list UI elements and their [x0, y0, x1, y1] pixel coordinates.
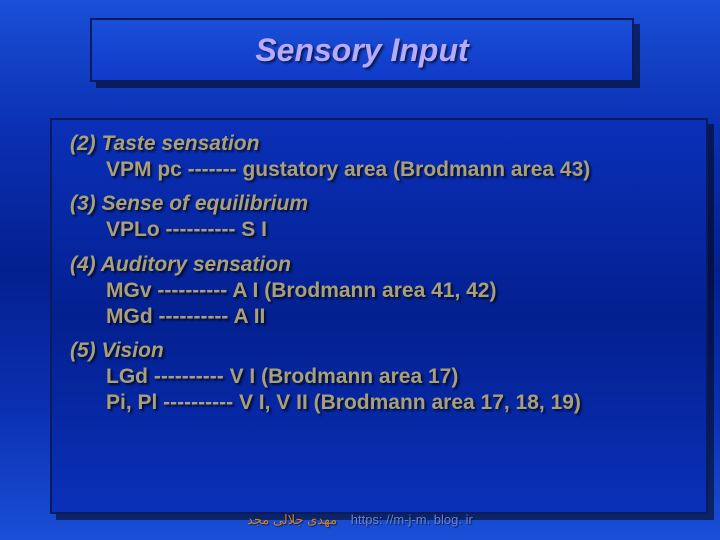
- footer: مهدی جلالی مجد https: //m-j-m. blog. ir: [0, 512, 720, 528]
- footer-author: مهدی جلالی مجد: [247, 512, 337, 527]
- section-line: MGd ---------- A II: [106, 305, 688, 329]
- section-heading: (4) Auditory sensation: [70, 253, 688, 277]
- section-line: Pi, Pl ---------- V I, V II (Brodmann ar…: [106, 391, 688, 415]
- section-heading: (2) Taste sensation: [70, 132, 688, 156]
- section-line: LGd ---------- V I (Brodmann area 17): [106, 365, 688, 389]
- section-heading: (3) Sense of equilibrium: [70, 192, 688, 216]
- section-line: MGv ---------- A I (Brodmann area 41, 42…: [106, 279, 688, 303]
- section-heading: (5) Vision: [70, 339, 688, 363]
- section-line: VPM pc ------- gustatory area (Brodmann …: [106, 158, 688, 182]
- slide-title: Sensory Input: [255, 32, 468, 69]
- content-panel: (2) Taste sensation VPM pc ------- gusta…: [50, 118, 708, 514]
- title-panel: Sensory Input: [90, 18, 634, 82]
- footer-url: https: //m-j-m. blog. ir: [351, 512, 473, 527]
- section-line: VPLo ---------- S I: [106, 218, 688, 242]
